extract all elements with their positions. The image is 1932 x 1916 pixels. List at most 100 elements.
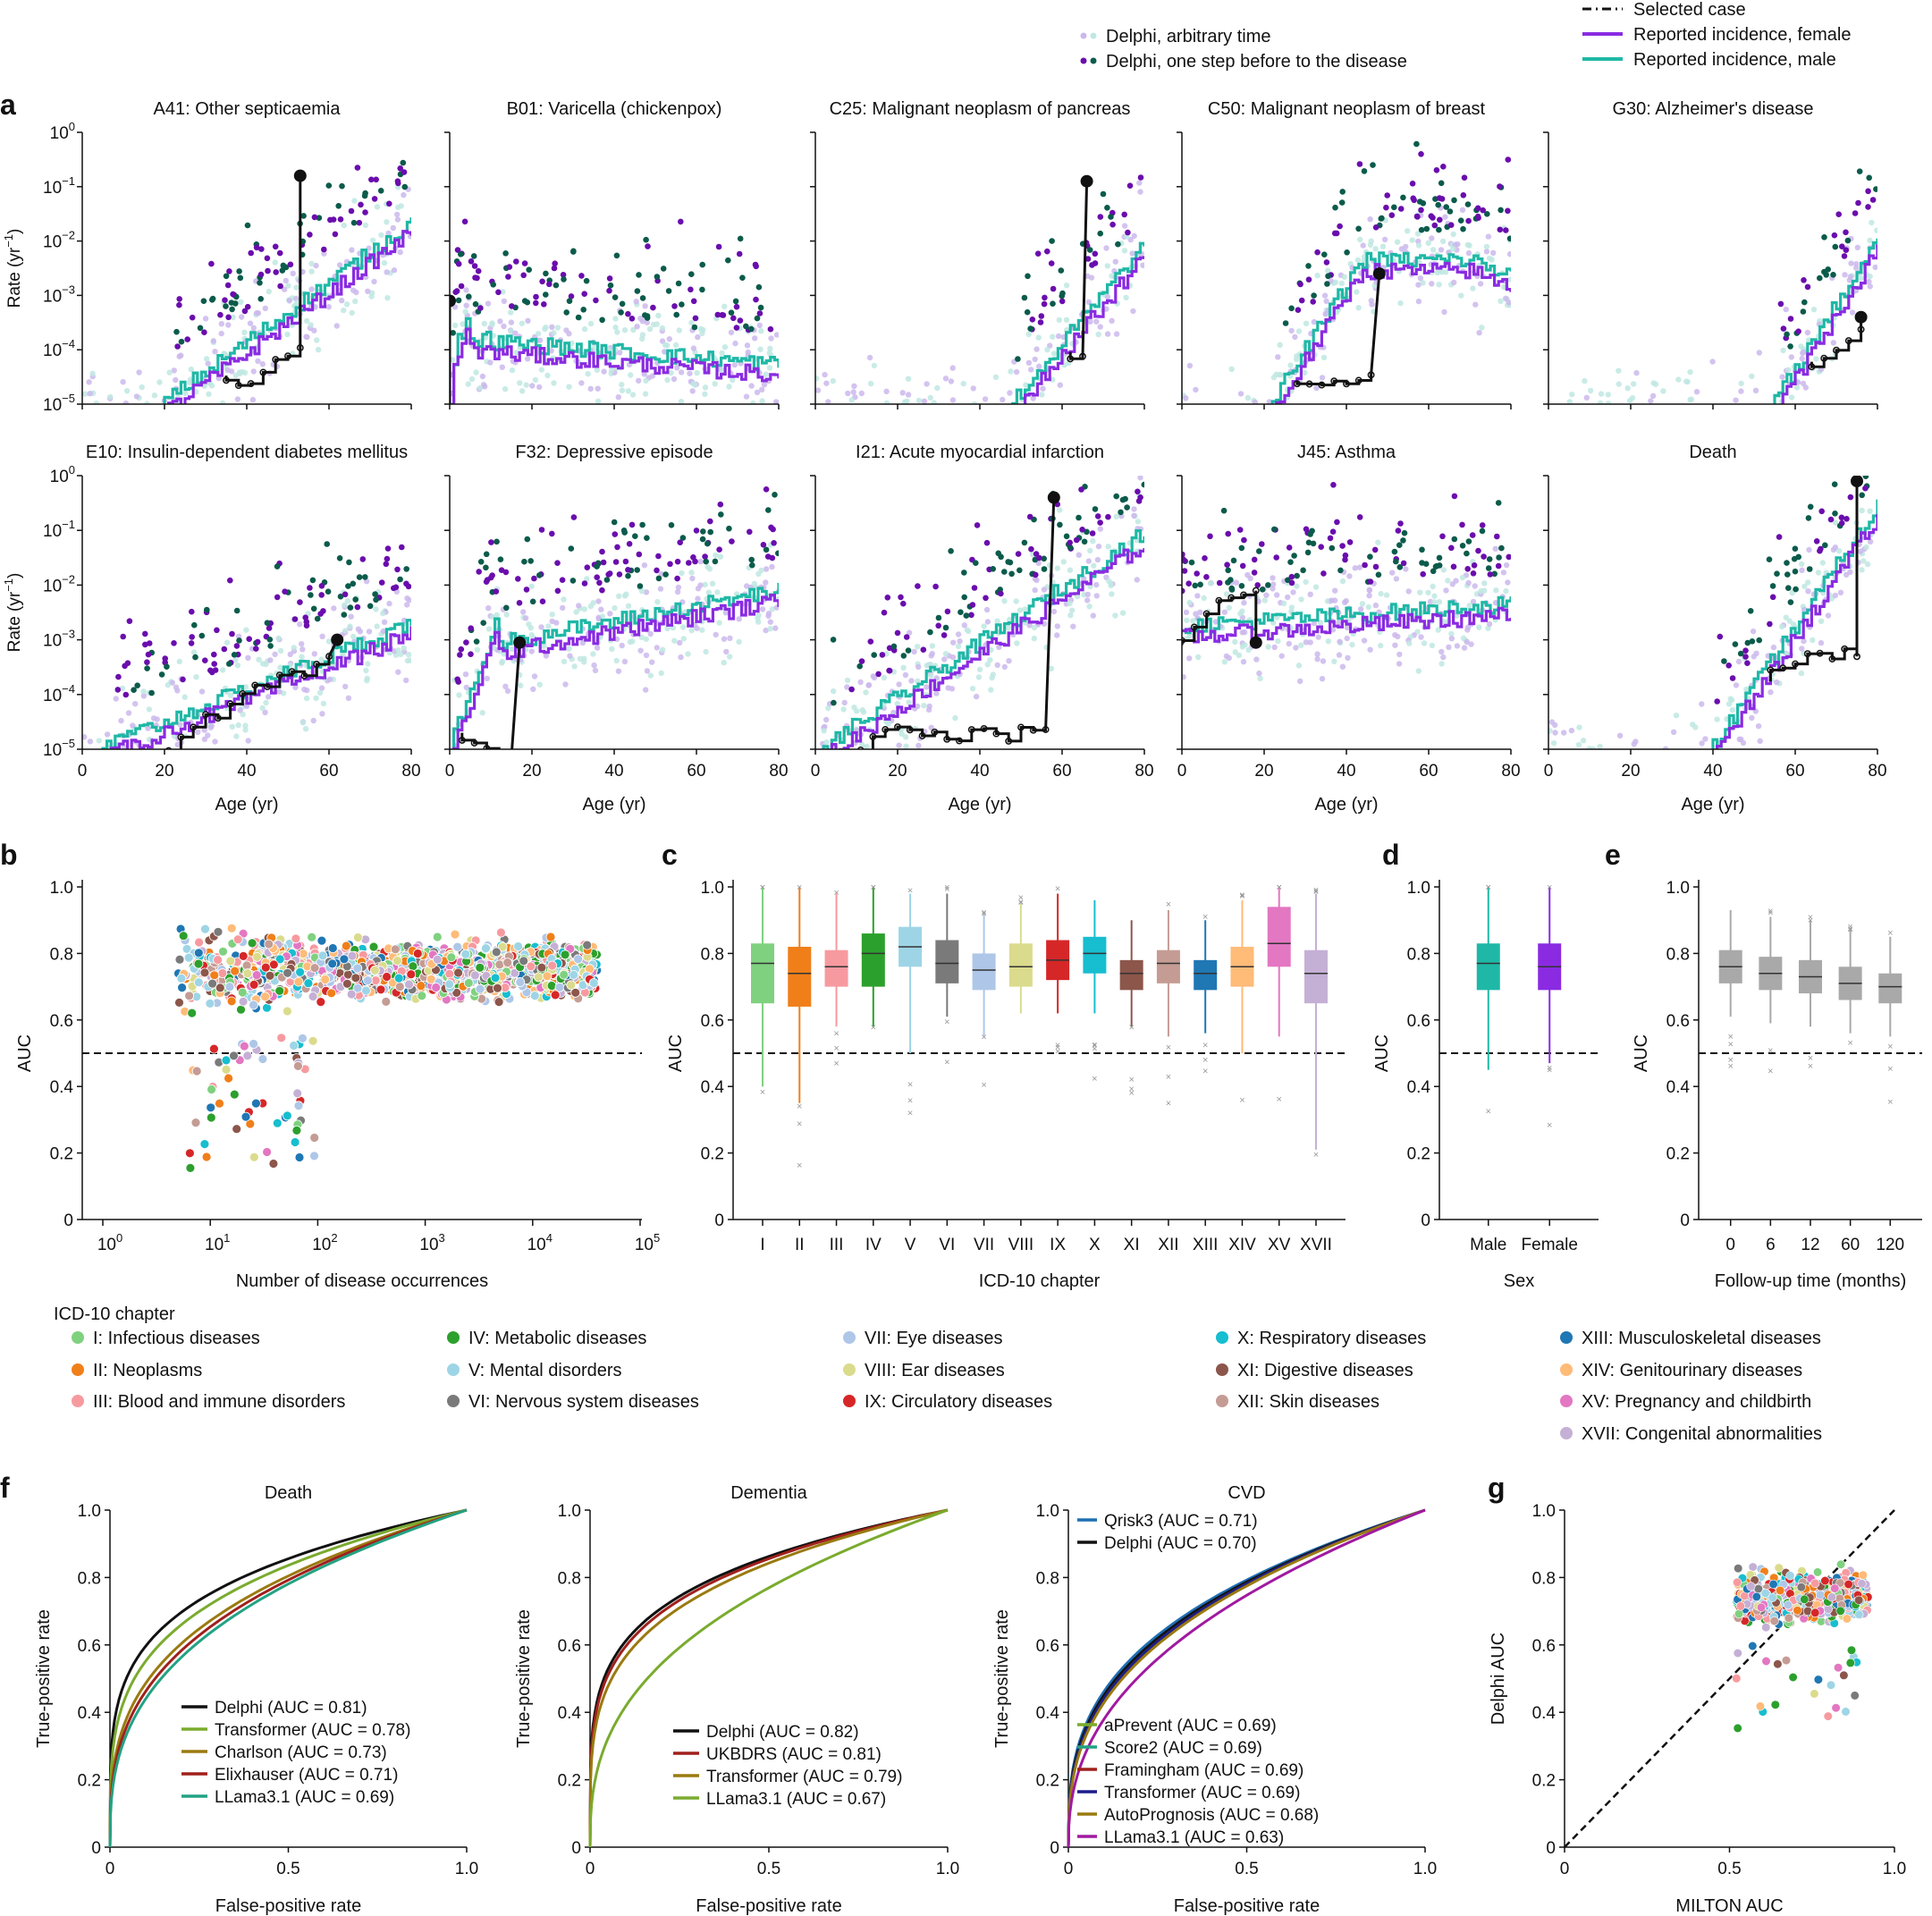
delphi-arbitrary-point bbox=[767, 626, 773, 632]
delphi-arbitrary-point bbox=[1799, 561, 1805, 568]
delphi-arbitrary-point bbox=[1056, 317, 1063, 324]
delphi-arbitrary-point bbox=[1854, 244, 1860, 250]
selected-case-disease-point bbox=[1851, 476, 1863, 488]
delphi-step-point bbox=[581, 291, 587, 298]
delphi-arbitrary-point bbox=[473, 369, 479, 376]
delphi-step-point bbox=[915, 583, 921, 589]
delphi-step-point bbox=[515, 576, 521, 582]
delphi-arbitrary-point bbox=[894, 700, 900, 707]
delphi-step-point bbox=[461, 218, 468, 225]
outlier-mark: × bbox=[1547, 1063, 1552, 1074]
delphi-arbitrary-point bbox=[1039, 392, 1045, 398]
delphi-arbitrary-point bbox=[1331, 658, 1337, 664]
plot-area bbox=[82, 159, 411, 404]
delphi-arbitrary-point bbox=[695, 333, 701, 341]
delphi-arbitrary-point bbox=[646, 325, 654, 333]
delphi-step-point bbox=[180, 676, 186, 683]
delphi-step-point bbox=[554, 587, 561, 595]
delphi-step-point bbox=[1288, 573, 1295, 580]
delphi-step-point bbox=[625, 310, 631, 317]
delphi-arbitrary-point bbox=[1472, 583, 1478, 589]
delphi-arbitrary-point bbox=[650, 321, 657, 328]
disease-point bbox=[293, 1101, 304, 1111]
disease-point bbox=[213, 926, 224, 937]
delphi-step-point bbox=[1305, 539, 1312, 546]
delphi-arbitrary-point bbox=[1436, 599, 1443, 605]
delphi-arbitrary-point bbox=[1105, 544, 1111, 550]
delphi-arbitrary-point bbox=[1738, 380, 1744, 387]
delphi-arbitrary-point bbox=[662, 349, 668, 355]
delphi-arbitrary-point bbox=[1067, 567, 1074, 573]
delphi-step-point bbox=[1491, 570, 1498, 578]
delphi-arbitrary-point bbox=[822, 371, 828, 378]
delphi-step-point bbox=[1344, 249, 1350, 256]
x-tick-label: V bbox=[905, 1236, 916, 1254]
delphi-arbitrary-point bbox=[924, 381, 930, 387]
delphi-arbitrary-point bbox=[1286, 640, 1293, 647]
x-axis-label: Age (yr) bbox=[582, 795, 645, 815]
delphi-arbitrary-point bbox=[1438, 247, 1445, 253]
delphi-arbitrary-point bbox=[906, 699, 912, 705]
disease-point bbox=[346, 989, 357, 1000]
delphi-arbitrary-point bbox=[526, 621, 532, 628]
delphi-step-point bbox=[1865, 204, 1871, 210]
delphi-arbitrary-point bbox=[227, 692, 234, 698]
delphi-arbitrary-point bbox=[638, 588, 645, 595]
outlier-mark: × bbox=[1128, 1022, 1134, 1033]
delphi-arbitrary-point bbox=[1055, 333, 1062, 340]
y-tick-label: 10−1 bbox=[43, 174, 75, 198]
delphi-arbitrary-point bbox=[1298, 642, 1304, 648]
delphi-arbitrary-point bbox=[220, 667, 226, 673]
plot-area bbox=[1182, 140, 1511, 404]
delphi-step-point bbox=[1185, 580, 1192, 587]
delphi-arbitrary-point bbox=[1030, 395, 1036, 401]
delphi-step-point bbox=[1807, 503, 1814, 511]
delphi-arbitrary-point bbox=[641, 562, 648, 569]
delphi-arbitrary-point bbox=[325, 304, 332, 310]
delphi-step-point bbox=[941, 632, 948, 638]
y-tick-label: 10−2 bbox=[43, 572, 75, 595]
delphi-arbitrary-point bbox=[1832, 519, 1839, 526]
delphi-step-point bbox=[748, 325, 755, 333]
delphi-step-point bbox=[223, 303, 229, 309]
selected-case-disease-point bbox=[1080, 174, 1093, 188]
delphi-arbitrary-point bbox=[1801, 349, 1807, 355]
delphi-arbitrary-point bbox=[848, 397, 855, 403]
delphi-step-point bbox=[148, 689, 155, 696]
delphi-arbitrary-point bbox=[1294, 583, 1300, 589]
delphi-arbitrary-point bbox=[678, 398, 685, 404]
delphi-step-point bbox=[164, 663, 170, 670]
selected-case-point bbox=[509, 755, 514, 760]
delphi-step-point bbox=[765, 507, 772, 513]
delphi-arbitrary-point bbox=[239, 368, 246, 376]
outlier-mark: × bbox=[871, 882, 876, 893]
delphi-arbitrary-point bbox=[477, 384, 484, 392]
subplot-title: E10: Insulin-dependent diabetes mellitus bbox=[86, 443, 408, 462]
subplot-title: A41: Other septicaemia bbox=[154, 99, 342, 119]
delphi-arbitrary-point bbox=[1849, 309, 1856, 316]
delphi-arbitrary-point bbox=[373, 606, 379, 612]
delphi-arbitrary-point bbox=[201, 727, 207, 733]
delphi-step-point bbox=[253, 244, 260, 251]
delphi-step-point bbox=[1310, 540, 1317, 547]
delphi-arbitrary-point bbox=[342, 683, 349, 690]
delphi-arbitrary-point bbox=[529, 383, 536, 389]
delphi-step-point bbox=[973, 560, 979, 566]
delphi-arbitrary-point bbox=[218, 330, 224, 337]
delphi-arbitrary-point bbox=[1325, 638, 1332, 645]
delphi-arbitrary-point bbox=[594, 645, 601, 651]
delphi-step-point bbox=[362, 574, 368, 580]
delphi-step-point bbox=[679, 535, 687, 541]
delphi-arbitrary-point bbox=[1319, 375, 1326, 381]
delphi-arbitrary-point bbox=[1417, 275, 1424, 282]
delphi-step-point bbox=[757, 304, 764, 311]
disease-point bbox=[475, 983, 485, 994]
outlier-mark: × bbox=[1313, 887, 1319, 898]
delphi-arbitrary-point bbox=[1270, 581, 1277, 587]
delphi-step-point bbox=[654, 274, 661, 280]
y-tick-label: 0.4 bbox=[701, 1078, 725, 1097]
delphi-step-point bbox=[1496, 554, 1502, 561]
delphi-arbitrary-point bbox=[831, 688, 837, 695]
delphi-step-point bbox=[886, 667, 892, 674]
